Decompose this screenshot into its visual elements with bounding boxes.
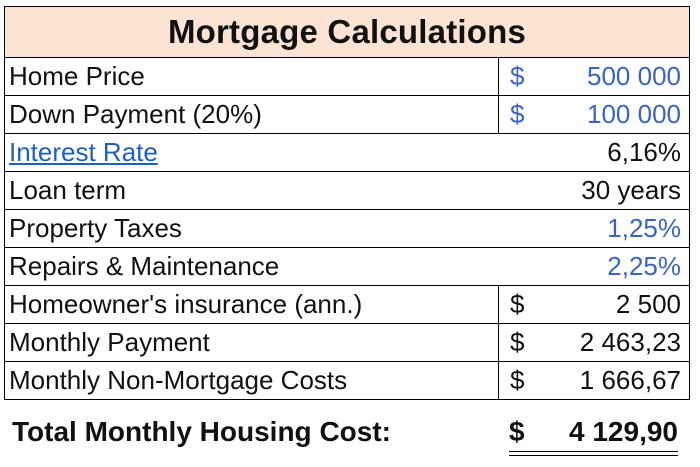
column-divider	[498, 362, 499, 399]
total-label: Total Monthly Housing Cost:	[12, 416, 391, 447]
table-row-loan-term[interactable]: Loan term 30 years	[4, 171, 690, 209]
table-title[interactable]: Mortgage Calculations	[4, 6, 690, 57]
column-divider	[498, 58, 499, 95]
row-label: Repairs & Maintenance	[9, 251, 280, 281]
mortgage-table: Home Price $ 500 000 Down Payment (20%) …	[4, 57, 690, 400]
currency-symbol: $	[510, 365, 525, 395]
double-underline	[509, 455, 678, 456]
currency-symbol: $	[509, 416, 525, 447]
row-value[interactable]: 1,25%	[607, 213, 681, 243]
table-row-property-taxes[interactable]: Property Taxes 1,25%	[4, 209, 690, 247]
row-label: Monthly Payment	[9, 327, 210, 357]
column-divider	[498, 96, 499, 133]
table-row-home-price[interactable]: Home Price $ 500 000	[4, 57, 690, 95]
row-label: Loan term	[9, 175, 127, 205]
row-label: Property Taxes	[9, 213, 182, 243]
table-row-repairs[interactable]: Repairs & Maintenance 2,25%	[4, 247, 690, 285]
currency-symbol: $	[510, 61, 525, 91]
row-value[interactable]: 500 000	[587, 61, 681, 91]
table-row-insurance[interactable]: Homeowner's insurance (ann.) $ 2 500	[4, 285, 690, 323]
table-row-interest-rate[interactable]: Interest Rate 6,16%	[4, 133, 690, 171]
total-value[interactable]: 4 129,90	[569, 416, 678, 447]
row-label: Down Payment (20%)	[9, 99, 262, 129]
column-divider	[498, 324, 499, 361]
table-row-monthly-payment[interactable]: Monthly Payment $ 2 463,23	[4, 323, 690, 361]
row-value[interactable]: 2 463,23	[579, 327, 681, 357]
table-row-down-payment[interactable]: Down Payment (20%) $ 100 000	[4, 95, 690, 133]
row-label: Monthly Non-Mortgage Costs	[9, 365, 348, 395]
row-label: Home Price	[9, 61, 145, 91]
interest-rate-link[interactable]: Interest Rate	[9, 137, 158, 167]
currency-symbol: $	[510, 99, 525, 129]
double-underline	[509, 451, 678, 452]
currency-symbol: $	[510, 289, 525, 319]
table-row-non-mortgage[interactable]: Monthly Non-Mortgage Costs $ 1 666,67	[4, 361, 690, 400]
row-value[interactable]: 2,25%	[607, 251, 681, 281]
currency-symbol: $	[510, 327, 525, 357]
row-label: Homeowner's insurance (ann.)	[9, 289, 363, 319]
row-value[interactable]: 1 666,67	[579, 365, 681, 395]
row-value[interactable]: 30 years	[581, 175, 681, 205]
column-divider	[498, 286, 499, 323]
row-value[interactable]: 6,16%	[607, 137, 681, 167]
row-value[interactable]: 2 500	[615, 289, 681, 319]
total-row[interactable]: Total Monthly Housing Cost: $ 4 129,90	[4, 410, 690, 456]
row-value[interactable]: 100 000	[587, 99, 681, 129]
spreadsheet-area: Mortgage Calculations Home Price $ 500 0…	[4, 6, 690, 458]
